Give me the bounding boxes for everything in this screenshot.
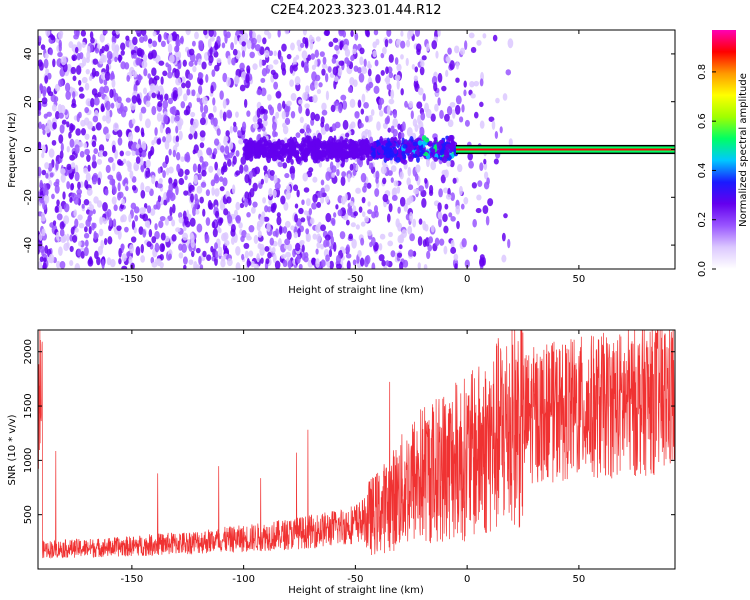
x-tick-label: -50 xyxy=(347,274,363,285)
colorbar-tick-label: 0.4 xyxy=(697,162,708,178)
y-tick-label: 1000 xyxy=(23,448,34,473)
snr-y-ticks: 500 1000 1500 2000 xyxy=(23,339,675,524)
spectrogram-y-ticks: -40 -20 0 20 40 xyxy=(23,48,675,253)
y-tick-label: 20 xyxy=(23,95,34,108)
colorbar-gradient xyxy=(712,30,736,269)
x-tick-label: 0 xyxy=(464,274,470,285)
colorbar-label: Normalized spectral amplitude xyxy=(738,73,749,227)
snr-line xyxy=(38,330,675,559)
spectrogram-cells xyxy=(38,30,675,269)
y-tick-label: 1500 xyxy=(23,393,34,418)
colorbar: 0.0 0.2 0.4 0.6 0.8 Normalized spectral ampl… xyxy=(697,30,749,277)
spectrogram-x-label: Height of straight line (km) xyxy=(288,285,424,296)
x-tick-label: 0 xyxy=(464,574,470,585)
colorbar-tick-label: 0.2 xyxy=(697,212,708,228)
y-tick-label: 0 xyxy=(23,146,34,152)
y-tick-label: 2000 xyxy=(23,339,34,364)
x-tick-label: -150 xyxy=(121,574,144,585)
snr-x-label: Height of straight line (km) xyxy=(288,585,424,596)
spectrogram-x-ticks: -150 -100 -50 0 50 xyxy=(121,30,586,285)
x-tick-label: 50 xyxy=(573,574,586,585)
snr-x-ticks: -150 -100 -50 0 50 xyxy=(121,330,586,585)
spectrogram-y-label: Frequency (Hz) xyxy=(7,112,18,188)
y-tick-label: 40 xyxy=(23,48,34,61)
snr-series xyxy=(38,330,675,559)
x-tick-label: -150 xyxy=(121,274,144,285)
y-tick-label: -40 xyxy=(23,237,34,253)
snr-frame xyxy=(37,329,676,570)
x-tick-label: -50 xyxy=(347,574,363,585)
snr-panel: -150 -100 -50 0 50 500 1000 1500 2000 Height of… xyxy=(7,329,676,596)
x-tick-label: 50 xyxy=(573,274,586,285)
chart-title: C2E4.2023.323.01.44.R12 xyxy=(270,3,441,18)
colorbar-tick-label: 0.8 xyxy=(697,64,708,80)
colorbar-ticks: 0.0 0.2 0.4 0.6 0.8 xyxy=(697,64,716,277)
y-tick-label: -20 xyxy=(23,189,34,205)
spectrogram-panel: -150 -100 -50 0 50 -40 -20 0 20 40 Height of str… xyxy=(7,29,676,296)
y-tick-label: 500 xyxy=(23,505,34,524)
colorbar-tick-label: 0.0 xyxy=(697,261,708,277)
x-tick-label: -100 xyxy=(232,274,255,285)
colorbar-tick-label: 0.6 xyxy=(697,113,708,129)
x-tick-label: -100 xyxy=(232,574,255,585)
snr-y-label: SNR (10 * v/v) xyxy=(7,414,18,485)
